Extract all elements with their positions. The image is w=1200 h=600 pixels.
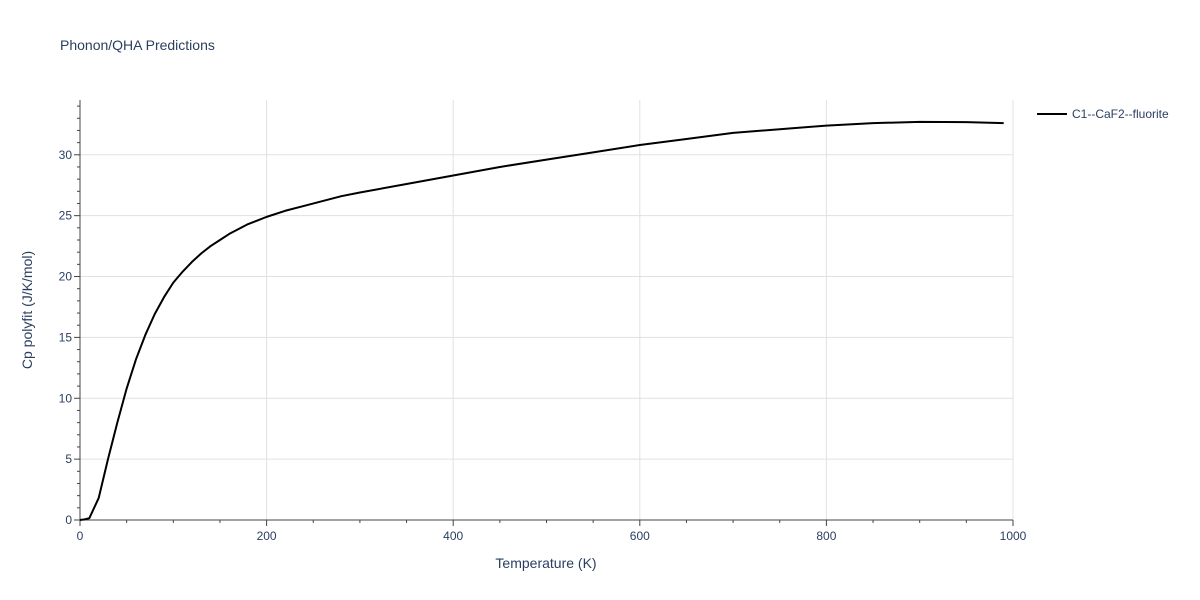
x-tick-label: 1000 [1000, 529, 1027, 543]
legend[interactable]: C1--CaF2--fluorite [1037, 107, 1169, 121]
y-tick-labels: 0 5 10 15 20 25 30 [59, 148, 73, 527]
y-tick-label: 15 [59, 330, 73, 344]
x-tick-label: 600 [630, 529, 650, 543]
x-tick-labels: 0 200 400 600 800 1000 [77, 529, 1027, 543]
y-tick-label: 20 [59, 270, 73, 284]
axes [79, 100, 1013, 521]
x-tick-label: 200 [257, 529, 277, 543]
y-tick-label: 5 [65, 452, 72, 466]
y-tick-label: 0 [65, 513, 72, 527]
y-tick-label: 10 [59, 391, 73, 405]
minor-ticks [74, 105, 1014, 526]
y-tick-label: 25 [59, 209, 73, 223]
chart-title: Phonon/QHA Predictions [60, 37, 215, 53]
x-tick-label: 800 [816, 529, 836, 543]
x-axis-title: Temperature (K) [495, 555, 596, 571]
x-tick-label: 400 [443, 529, 463, 543]
y-axis-title: Cp polyfit (J/K/mol) [19, 251, 35, 369]
series-line-0[interactable] [79, 120, 1004, 521]
x-tick-label: 0 [77, 529, 84, 543]
grid [80, 100, 1014, 520]
y-tick-label: 30 [59, 148, 73, 162]
series-group [79, 120, 1004, 521]
legend-label: C1--CaF2--fluorite [1072, 107, 1169, 121]
